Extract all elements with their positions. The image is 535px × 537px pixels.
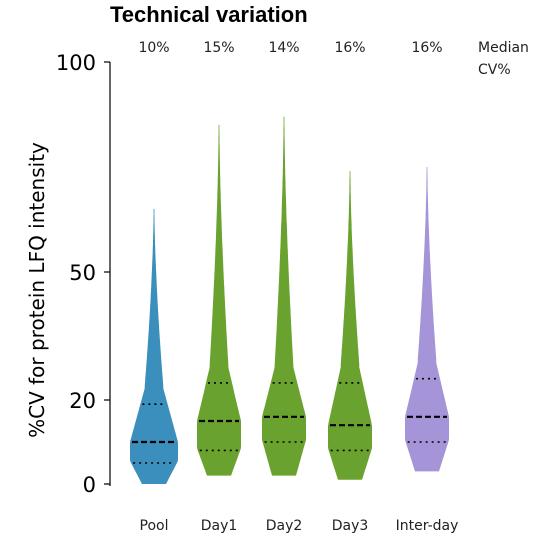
- category-label: Day2: [266, 518, 303, 534]
- y-axis-ticks: 0 20 50 100: [56, 51, 110, 497]
- median-cv-label: 15%: [203, 40, 234, 56]
- violins: [130, 116, 449, 484]
- median-header-line1: Median: [478, 40, 529, 56]
- violin-day3: [328, 171, 372, 480]
- category-label: Inter-day: [396, 518, 459, 534]
- y-tick-label: 100: [56, 51, 96, 75]
- violin-day2: [262, 116, 306, 476]
- median-header-line2: CV%: [478, 62, 511, 78]
- median-cv-label: 14%: [268, 40, 299, 56]
- y-tick-label: 0: [83, 473, 96, 497]
- category-label: Pool: [140, 518, 169, 534]
- chart-title: Technical variation: [110, 2, 308, 27]
- median-cv-label: 16%: [411, 40, 442, 56]
- violin-inter-day: [405, 167, 449, 472]
- median-cv-label: 10%: [138, 40, 169, 56]
- y-tick-label: 50: [69, 261, 96, 285]
- violin-pool: [130, 209, 178, 484]
- category-labels: Pool Day1 Day2 Day3 Inter-day: [140, 518, 459, 534]
- median-cv-row: 10% 15% 14% 16% 16%: [138, 40, 442, 56]
- category-label: Day1: [201, 518, 238, 534]
- y-axis-label: %CV for protein LFQ intensity: [25, 142, 49, 438]
- median-cv-label: 16%: [334, 40, 365, 56]
- y-tick-label: 20: [69, 389, 96, 413]
- violin-day1: [197, 125, 241, 476]
- category-label: Day3: [332, 518, 369, 534]
